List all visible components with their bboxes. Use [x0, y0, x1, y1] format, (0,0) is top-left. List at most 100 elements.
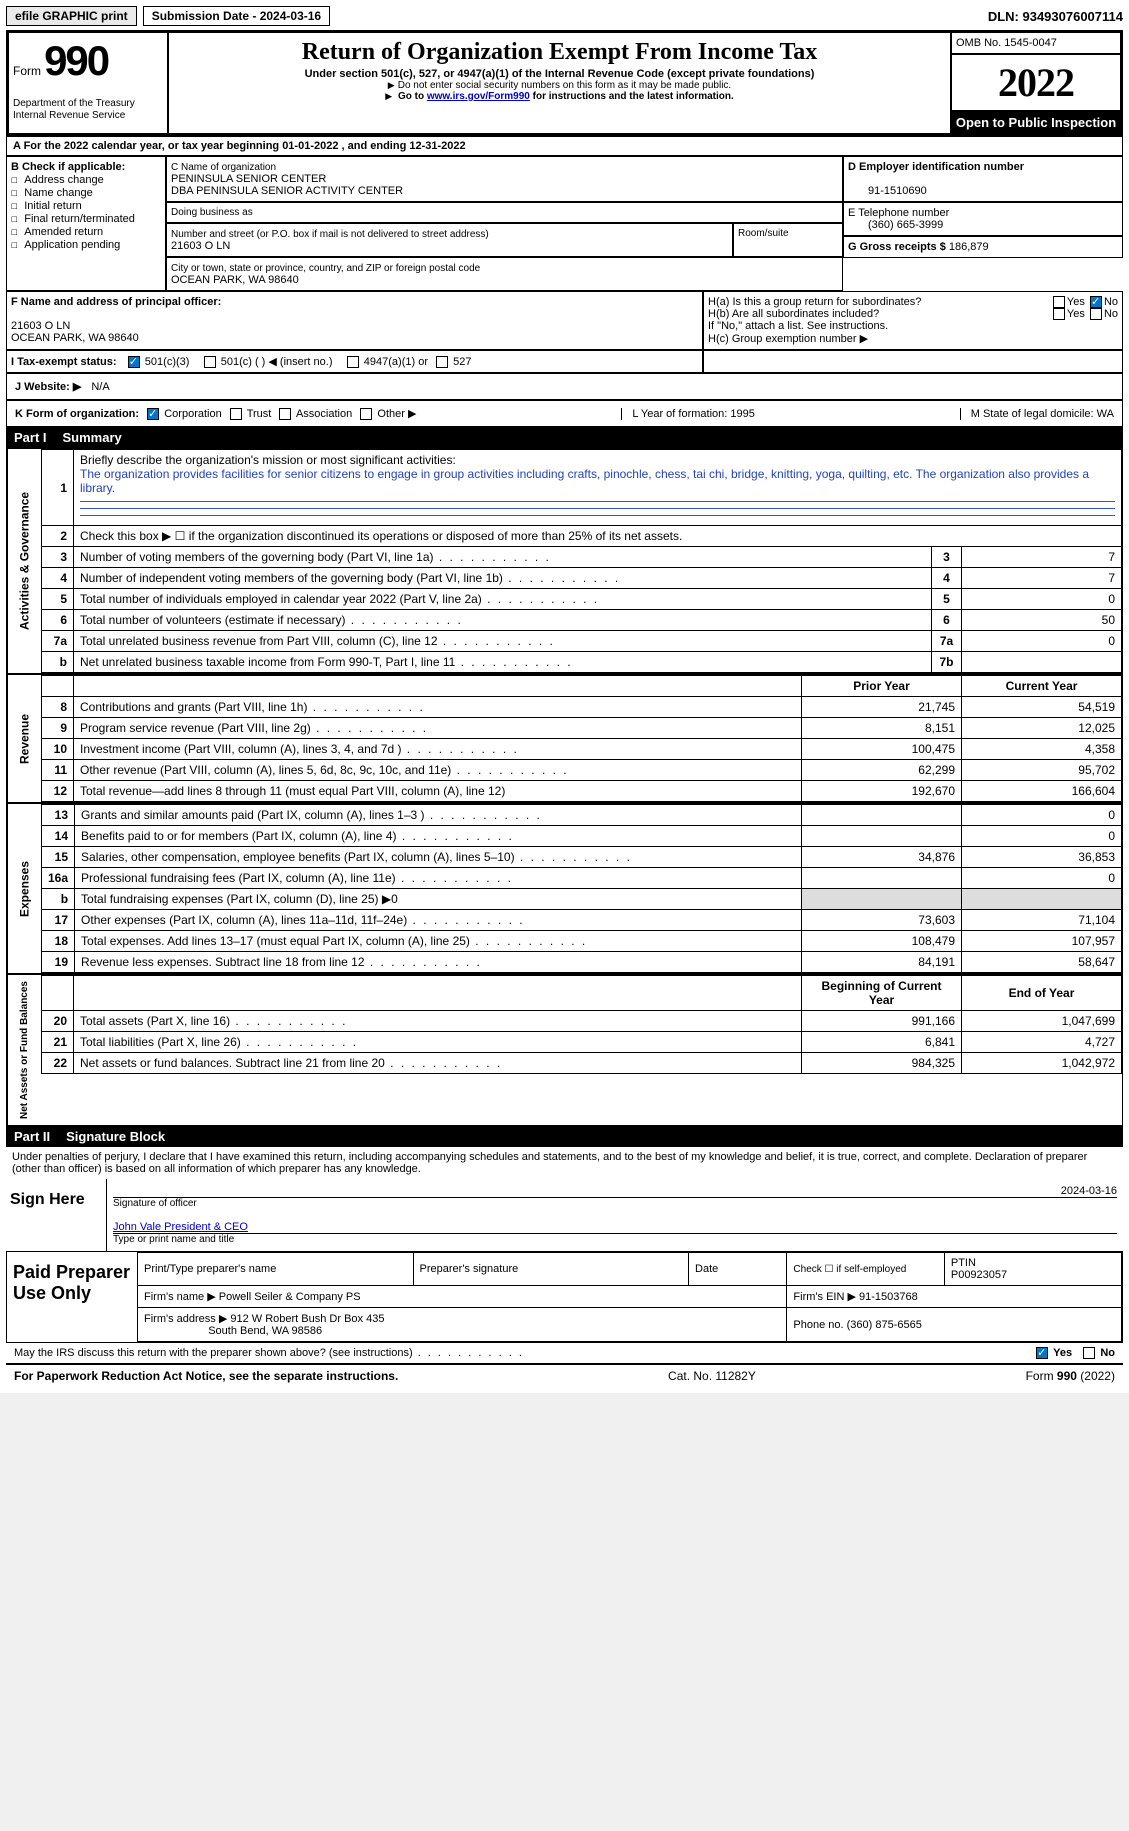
prep-h2: Preparer's signature: [413, 1253, 689, 1286]
form-990-page: efile GRAPHIC print Submission Date - 20…: [0, 0, 1129, 1393]
e16a-text: Professional fundraising fees (Part IX, …: [75, 868, 802, 889]
part-i-label: Part I: [14, 430, 47, 445]
n20-num: 20: [42, 1011, 74, 1032]
officer-name[interactable]: John Vale President & CEO: [113, 1221, 1117, 1234]
e19-num: 19: [42, 952, 75, 973]
page-footer: For Paperwork Reduction Act Notice, see …: [6, 1363, 1123, 1387]
expenses-vlabel: Expenses: [7, 804, 41, 973]
n22-p: 984,325: [802, 1053, 962, 1074]
discuss-text: May the IRS discuss this return with the…: [14, 1347, 413, 1359]
n21-c: 4,727: [962, 1032, 1122, 1053]
k-other-checkbox[interactable]: [360, 408, 372, 420]
line-5-box: 5: [932, 589, 962, 610]
n20-c: 1,047,699: [962, 1011, 1122, 1032]
r9-text: Program service revenue (Part VIII, line…: [74, 718, 802, 739]
k-corp-checkbox[interactable]: [147, 408, 159, 420]
r10-text: Investment income (Part VIII, column (A)…: [74, 739, 802, 760]
line-6-num: 6: [42, 610, 74, 631]
goto-suffix: for instructions and the latest informat…: [533, 91, 734, 102]
n20-text: Total assets (Part X, line 16): [74, 1011, 802, 1032]
website-value: N/A: [91, 381, 109, 393]
firm-ein: 91-1503768: [859, 1291, 918, 1303]
b-opt-0: Address change: [24, 174, 104, 186]
g-label: G Gross receipts $: [848, 241, 946, 253]
n21-text: Total liabilities (Part X, line 26): [74, 1032, 802, 1053]
discuss-yes: Yes: [1053, 1347, 1072, 1359]
omb-number: OMB No. 1545-0047: [951, 32, 1121, 54]
line-7b-val: [962, 652, 1122, 673]
r10-p: 100,475: [802, 739, 962, 760]
efile-print-button[interactable]: efile GRAPHIC print: [6, 6, 137, 26]
part-i-bar: Part I Summary: [6, 427, 1123, 448]
form990-link[interactable]: www.irs.gov/Form990: [427, 91, 530, 102]
line-5-num: 5: [42, 589, 74, 610]
box-h: H(a) Is this a group return for subordin…: [703, 291, 1123, 350]
form-title: Return of Organization Exempt From Incom…: [173, 39, 946, 66]
r12-p: 192,670: [802, 781, 962, 802]
i-501c-checkbox[interactable]: [204, 356, 216, 368]
org-name: PENINSULA SENIOR CENTER: [171, 173, 326, 185]
dept-treasury: Department of the Treasury: [13, 98, 135, 109]
b-opt-4: Amended return: [24, 226, 103, 238]
sign-date: 2024-03-16: [1061, 1185, 1117, 1197]
phone-value: (360) 665-3999: [848, 219, 943, 231]
hb-no-checkbox[interactable]: [1090, 308, 1102, 320]
ha-no-checkbox[interactable]: [1090, 296, 1102, 308]
activities-section: Activities & Governance 1 Briefly descri…: [6, 448, 1123, 674]
city-label: City or town, state or province, country…: [171, 263, 480, 274]
e15-p: 34,876: [802, 847, 962, 868]
r9-c: 12,025: [962, 718, 1122, 739]
i-527-checkbox[interactable]: [436, 356, 448, 368]
e19-c: 58,647: [962, 952, 1122, 973]
org-dba: DBA PENINSULA SENIOR ACTIVITY CENTER: [171, 185, 403, 197]
box-i: I Tax-exempt status: 501(c)(3) 501(c) ( …: [6, 350, 703, 373]
ptin-value: P00923057: [951, 1269, 1007, 1281]
box-f: F Name and address of principal officer:…: [6, 291, 703, 350]
do-not-enter: Do not enter social security numbers on …: [173, 80, 946, 91]
e19-p: 84,191: [802, 952, 962, 973]
r8-num: 8: [42, 697, 74, 718]
expenses-table: 13Grants and similar amounts paid (Part …: [41, 804, 1122, 973]
discuss-yes-checkbox[interactable]: [1036, 1347, 1048, 1359]
discuss-row: May the IRS discuss this return with the…: [6, 1343, 1123, 1363]
e13-num: 13: [42, 805, 75, 826]
expenses-section: Expenses 13Grants and similar amounts pa…: [6, 803, 1123, 974]
k-trust-checkbox[interactable]: [230, 408, 242, 420]
k-opt-0: Corporation: [164, 408, 221, 420]
goto-prefix: Go to: [398, 91, 427, 102]
h-note: If "No," attach a list. See instructions…: [708, 320, 1118, 332]
line-6-val: 50: [962, 610, 1122, 631]
top-bar: efile GRAPHIC print Submission Date - 20…: [6, 6, 1123, 26]
firm-name-label: Firm's name ▶: [144, 1291, 216, 1303]
e16b-text: Total fundraising expenses (Part IX, col…: [75, 889, 802, 910]
hb-yes-checkbox[interactable]: [1053, 308, 1065, 320]
e14-p: [802, 826, 962, 847]
netassets-table: Beginning of Current YearEnd of Year 20T…: [41, 975, 1122, 1074]
line-7a-box: 7a: [932, 631, 962, 652]
i-opt-1: 501(c) ( ) ◀ (insert no.): [221, 356, 333, 368]
r11-c: 95,702: [962, 760, 1122, 781]
discuss-no: No: [1100, 1347, 1115, 1359]
line-5-text: Total number of individuals employed in …: [74, 589, 932, 610]
irs-label: Internal Revenue Service: [13, 110, 125, 121]
sign-here-label: Sign Here: [6, 1179, 106, 1251]
discuss-no-checkbox[interactable]: [1083, 1347, 1095, 1359]
sig-officer-label: Signature of officer: [113, 1198, 1117, 1209]
i-4947-checkbox[interactable]: [347, 356, 359, 368]
row-a-tax-year: A For the 2022 calendar year, or tax yea…: [6, 136, 1123, 156]
line-4-val: 7: [962, 568, 1122, 589]
box-c: C Name of organization PENINSULA SENIOR …: [166, 156, 843, 291]
r9-p: 8,151: [802, 718, 962, 739]
k-assoc-checkbox[interactable]: [279, 408, 291, 420]
e-label: E Telephone number: [848, 207, 949, 219]
e19-text: Revenue less expenses. Subtract line 18 …: [75, 952, 802, 973]
r10-num: 10: [42, 739, 74, 760]
prep-h4a: Check ☐ if self-employed: [787, 1253, 944, 1286]
b-title: B Check if applicable:: [11, 161, 125, 173]
ha-yes-checkbox[interactable]: [1053, 296, 1065, 308]
n20-p: 991,166: [802, 1011, 962, 1032]
i-501c3-checkbox[interactable]: [128, 356, 140, 368]
e15-text: Salaries, other compensation, employee b…: [75, 847, 802, 868]
yes-label: Yes: [1067, 296, 1085, 308]
r8-p: 21,745: [802, 697, 962, 718]
